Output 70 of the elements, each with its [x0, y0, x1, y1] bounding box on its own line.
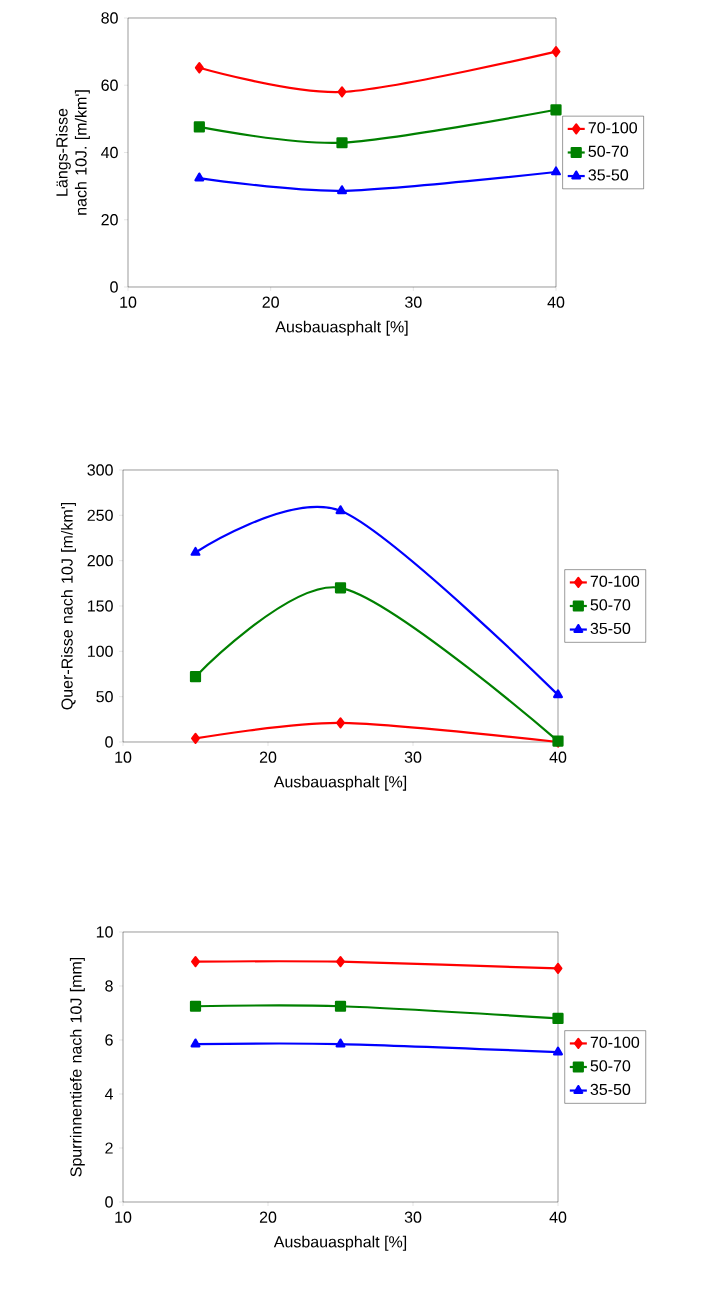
y-tick-label: 6	[105, 1034, 113, 1046]
y-tick-label: 20	[101, 214, 118, 226]
point	[553, 1046, 563, 1056]
x-tick-label: 40	[547, 296, 565, 308]
y-tick-label: 8	[105, 980, 113, 992]
point	[553, 689, 563, 699]
x-axis-title: Ausbauasphalt [%]	[273, 1235, 407, 1251]
y-tick-label: 4	[104, 1088, 114, 1100]
point	[336, 956, 345, 968]
point	[336, 137, 348, 149]
point	[189, 1000, 202, 1012]
point	[194, 172, 205, 182]
point	[552, 1012, 564, 1024]
legend-label: 50-70	[588, 145, 629, 158]
x-tick-label: 10	[115, 751, 132, 763]
y-axis-title: Spurrinnentiefe nach 10J [mm]	[69, 957, 85, 1177]
y-axis-title: Längs-Risse nach 10J. [m/km']	[55, 90, 90, 215]
point	[334, 582, 347, 594]
y-tick-label: 40	[101, 146, 118, 159]
y-tick-label: 80	[101, 12, 118, 24]
point	[191, 956, 200, 968]
point	[334, 1000, 347, 1012]
y-tick-label: 10	[96, 926, 113, 938]
point	[336, 717, 345, 729]
x-tick-label: 40	[549, 751, 567, 763]
legend-label: 35-50	[590, 1083, 631, 1096]
x-tick-label: 10	[115, 1211, 132, 1223]
y-tick-label: 0	[105, 736, 113, 748]
point	[550, 104, 562, 116]
x-tick-label: 30	[404, 1211, 422, 1223]
point	[337, 86, 347, 98]
legend-label: 70-100	[588, 122, 638, 134]
legend-label: 70-100	[590, 1036, 640, 1048]
point	[193, 121, 205, 133]
point	[335, 505, 346, 515]
x-tick-label: 30	[404, 751, 422, 763]
y-tick-label: 150	[87, 600, 113, 612]
y-tick-label: 50	[96, 691, 113, 703]
x-tick-label: 20	[262, 296, 279, 308]
legend-label: 70-100	[590, 575, 640, 587]
x-tick-label: 10	[120, 296, 137, 308]
point	[191, 732, 200, 744]
point	[335, 1038, 346, 1048]
y-tick-label: 0	[110, 281, 118, 293]
y-axis-title: Quer-Risse nach 10J [m/km']	[60, 502, 76, 710]
point	[551, 166, 561, 176]
x-tick-label: 40	[549, 1211, 567, 1223]
legend-label: 35-50	[588, 169, 629, 181]
point	[190, 1038, 201, 1048]
point	[190, 546, 201, 556]
x-tick-label: 20	[259, 751, 277, 763]
point	[194, 62, 204, 74]
y-tick-label: 60	[101, 79, 118, 91]
x-tick-label: 30	[405, 296, 422, 308]
point	[337, 185, 347, 195]
y-tick-label: 300	[87, 464, 113, 476]
point	[553, 962, 563, 975]
x-tick-label: 20	[259, 1211, 277, 1223]
y-tick-label: 2	[105, 1142, 113, 1154]
y-tick-label: 100	[87, 645, 113, 657]
point	[189, 671, 202, 683]
x-axis-title: Ausbauasphalt [%]	[275, 320, 408, 336]
legend-label: 50-70	[590, 1060, 631, 1072]
legend-label: 50-70	[590, 599, 631, 611]
y-tick-label: 250	[87, 509, 113, 521]
y-tick-label: 0	[105, 1196, 113, 1208]
legend-label: 35-50	[590, 622, 631, 635]
y-tick-label: 200	[87, 554, 113, 567]
x-axis-title: Ausbauasphalt [%]	[273, 775, 407, 791]
point	[551, 46, 561, 58]
